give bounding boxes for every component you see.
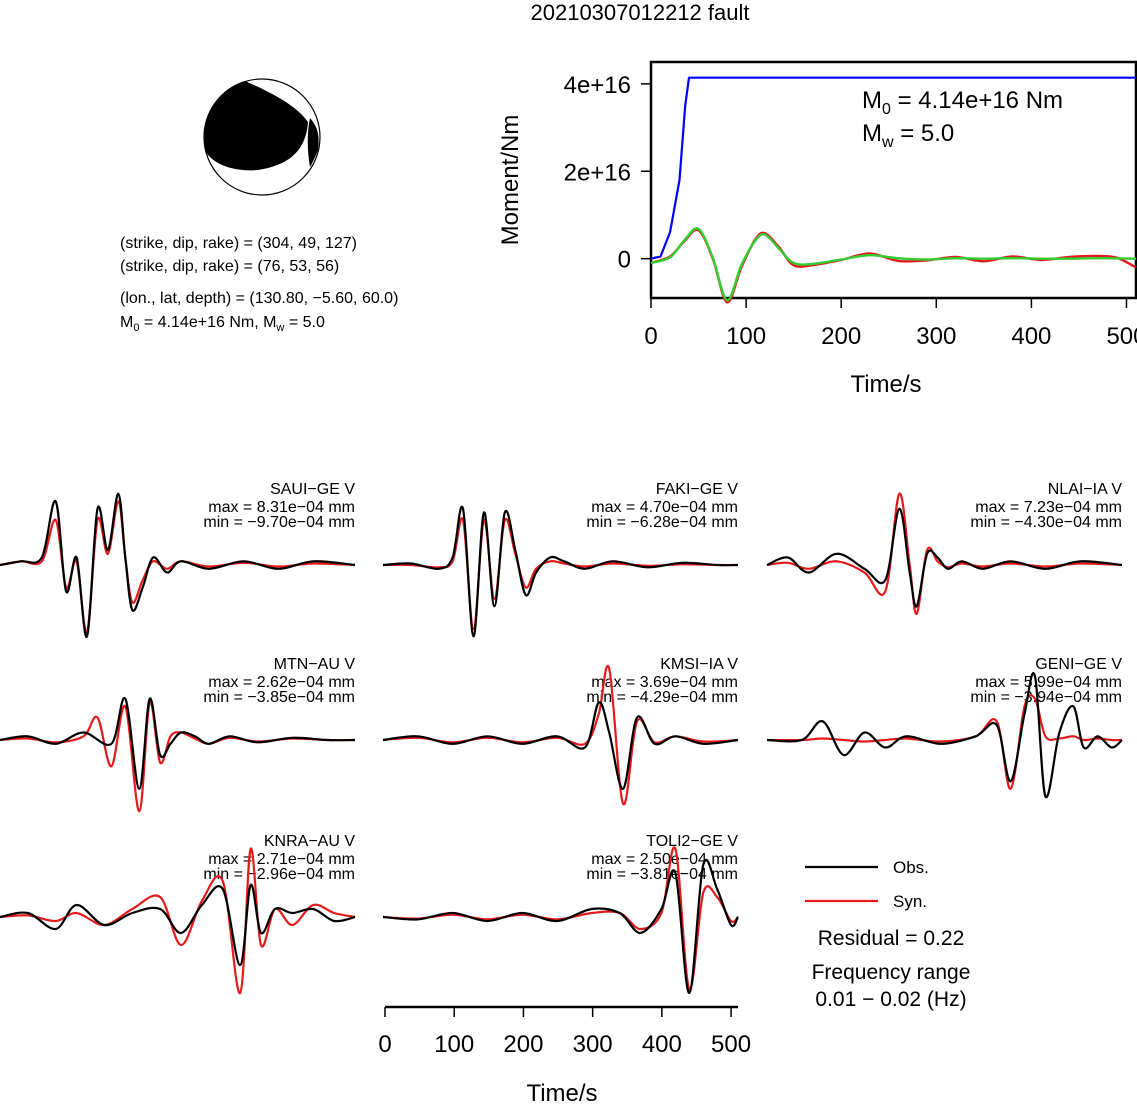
- event-info: (strike, dip, rake) = (304, 49, 127) (st…: [120, 235, 398, 334]
- moment-xtick-label: 500: [1106, 323, 1137, 350]
- moment-plot-frame: [649, 60, 1137, 300]
- observed-trace: [0, 492, 356, 638]
- observed-trace: [766, 507, 1123, 608]
- moment-plot: 0 100 200 300 400 500 0 2e+16 4e+16 Moment/Nm Ti…: [497, 60, 1137, 398]
- moment-ytick-label: 2e+16: [564, 159, 631, 186]
- moment-xtick-label: 400: [1011, 323, 1051, 350]
- frequency-value: 0.01 − 0.02 (Hz): [815, 988, 966, 1011]
- station-label: NLAI−IA V: [1048, 481, 1123, 498]
- waveform-time-axis: Time/s 0 100 200 300 400 500: [378, 1005, 751, 1104]
- max-amplitude-label: max = 7.23e−04 mm: [975, 499, 1122, 516]
- observed-trace: [382, 701, 739, 790]
- fault-plane-1: (strike, dip, rake) = (304, 49, 127): [120, 235, 357, 252]
- legend-obs-label: Obs.: [893, 858, 929, 877]
- hypocenter: (lon., lat, depth) = (130.80, −5.60, 60.…: [120, 290, 398, 307]
- min-amplitude-label: min = −3.94e−04 mm: [970, 689, 1122, 706]
- moment-series-rate-fit: [650, 227, 1137, 302]
- moment-ytick-label: 0: [618, 247, 631, 274]
- max-amplitude-label: max = 5.99e−04 mm: [975, 674, 1122, 691]
- station-label: KMSI−IA V: [660, 656, 738, 673]
- min-amplitude-label: min = −3.85e−04 mm: [203, 689, 355, 706]
- station-label: MTN−AU V: [274, 656, 356, 673]
- station-label: KNRA−AU V: [264, 833, 355, 850]
- station-label: SAUI−GE V: [270, 481, 355, 498]
- observed-trace: [382, 505, 739, 638]
- waveform-xtick-label: 300: [573, 1031, 613, 1058]
- station-label: TOLI2−GE V: [646, 833, 738, 850]
- synthetic-trace: [0, 701, 356, 813]
- waveform-xtick-label: 400: [642, 1031, 682, 1058]
- moment-xtick-label: 100: [726, 323, 766, 350]
- moment-ytick-label: 4e+16: [564, 72, 631, 99]
- moment-series-cumulative: [650, 76, 1136, 260]
- max-amplitude-label: max = 2.50e−04 mm: [591, 851, 738, 868]
- magnitude-line: M0 = 4.14e+16 Nm, Mw = 5.0: [120, 314, 325, 334]
- waveform-xlabel: Time/s: [526, 1080, 597, 1104]
- max-amplitude-label: max = 3.69e−04 mm: [591, 674, 738, 691]
- min-amplitude-label: min = −6.28e−04 mm: [586, 514, 738, 531]
- fault-plane-2: (strike, dip, rake) = (76, 53, 56): [120, 258, 339, 275]
- synthetic-trace: [0, 847, 356, 995]
- legend-syn-label: Syn.: [893, 892, 927, 911]
- min-amplitude-label: min = −4.29e−04 mm: [586, 689, 738, 706]
- max-amplitude-label: max = 2.62e−04 mm: [208, 674, 355, 691]
- synthetic-trace: [382, 517, 739, 630]
- synthetic-trace: [766, 492, 1123, 615]
- legend: Obs. Syn.: [805, 858, 929, 911]
- moment-xtick-label: 0: [644, 323, 657, 350]
- station-label: FAKI−GE V: [656, 481, 739, 498]
- fit-stats: Residual = 0.22 Frequency range 0.01 − 0…: [812, 927, 971, 1011]
- figure-title: 20210307012212 fault: [531, 0, 750, 25]
- max-amplitude-label: max = 2.71e−04 mm: [208, 851, 355, 868]
- waveform-xtick-label: 100: [434, 1031, 474, 1058]
- max-amplitude-label: max = 8.31e−04 mm: [208, 499, 355, 516]
- observed-trace: [382, 858, 739, 995]
- residual-text: Residual = 0.22: [818, 927, 965, 950]
- observed-trace: [766, 672, 1123, 799]
- moment-xlabel: Time/s: [850, 371, 921, 398]
- observed-trace: [0, 883, 356, 967]
- min-amplitude-label: min = −9.70e−04 mm: [203, 514, 355, 531]
- beachball: [203, 78, 321, 196]
- waveform-xtick-label: 0: [378, 1031, 391, 1058]
- observed-trace: [0, 697, 356, 790]
- station-label: GENI−GE V: [1035, 656, 1122, 673]
- max-amplitude-label: max = 4.70e−04 mm: [591, 499, 738, 516]
- min-amplitude-label: min = −4.30e−04 mm: [970, 514, 1122, 531]
- moment-ylabel: Moment/Nm: [497, 115, 524, 246]
- moment-annotation-mw: Mw = 5.0: [862, 120, 954, 151]
- waveform-xtick-label: 500: [711, 1031, 751, 1058]
- moment-annotation-m0: M0 = 4.14e+16 Nm: [862, 87, 1063, 118]
- moment-xtick-label: 300: [916, 323, 956, 350]
- frequency-label: Frequency range: [812, 961, 971, 984]
- min-amplitude-label: min = −2.96e−04 mm: [203, 866, 355, 883]
- moment-xtick-label: 200: [821, 323, 861, 350]
- waveform-xtick-label: 200: [503, 1031, 543, 1058]
